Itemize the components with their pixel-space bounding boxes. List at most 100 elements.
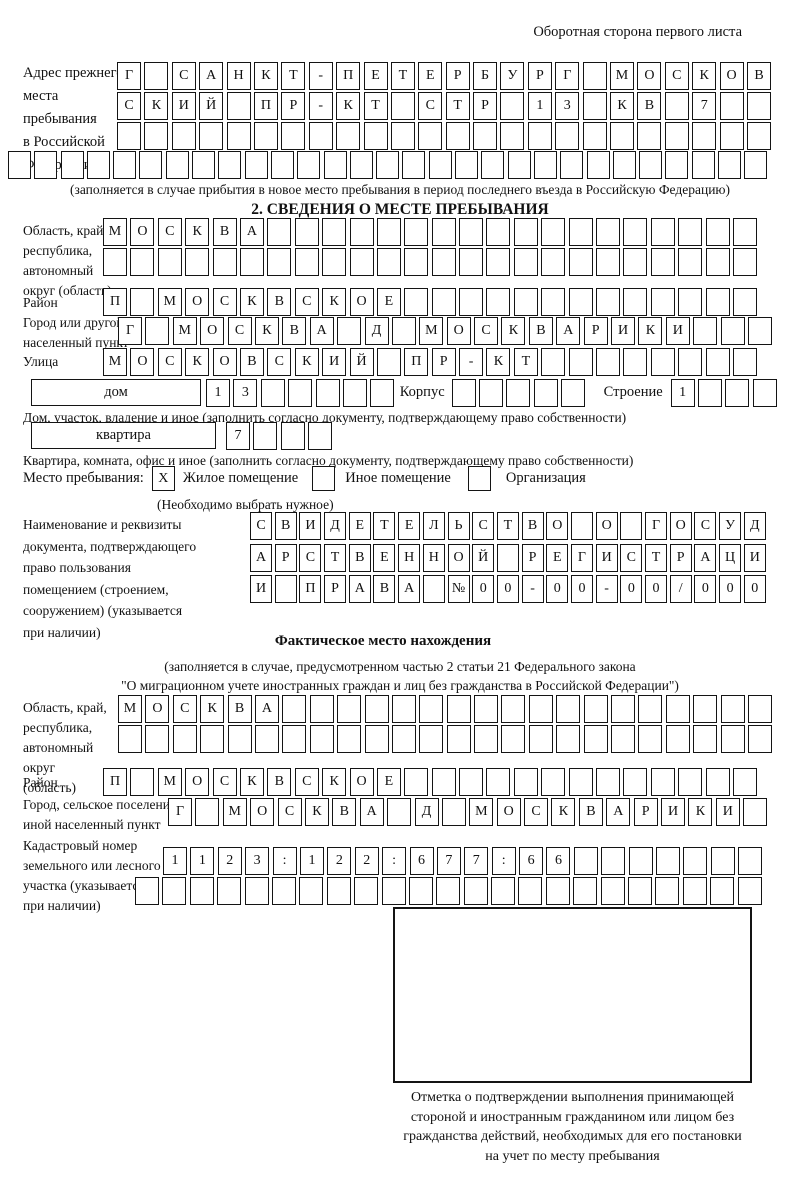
char-cell[interactable] bbox=[528, 695, 553, 723]
char-cell[interactable] bbox=[445, 122, 470, 151]
char-cell[interactable] bbox=[402, 151, 426, 179]
char-cell[interactable] bbox=[732, 288, 757, 316]
char-cell[interactable] bbox=[370, 379, 395, 407]
char-cell[interactable]: Г bbox=[570, 543, 593, 572]
char-cell[interactable]: О bbox=[185, 288, 210, 316]
char-cell[interactable] bbox=[650, 248, 675, 277]
char-cell[interactable]: - bbox=[521, 575, 544, 603]
char-cell[interactable] bbox=[628, 847, 653, 875]
char-cell[interactable] bbox=[691, 151, 715, 179]
char-cell[interactable]: Р bbox=[431, 348, 456, 376]
char-cell[interactable]: Е bbox=[376, 768, 401, 796]
char-cell[interactable] bbox=[541, 288, 566, 316]
char-cell[interactable]: М bbox=[419, 317, 444, 345]
char-cell[interactable] bbox=[282, 695, 307, 723]
char-cell[interactable] bbox=[253, 122, 278, 151]
char-cell[interactable]: П bbox=[253, 92, 278, 121]
char-cell[interactable]: С bbox=[472, 512, 495, 540]
char-cell[interactable]: В bbox=[332, 798, 357, 826]
char-cell[interactable]: М bbox=[222, 798, 247, 826]
char-cell[interactable]: П bbox=[299, 575, 322, 603]
char-cell[interactable] bbox=[309, 724, 334, 753]
char-cell[interactable]: Д bbox=[743, 512, 766, 540]
char-cell[interactable]: Т bbox=[373, 512, 396, 540]
char-cell[interactable]: А bbox=[309, 317, 334, 345]
char-cell[interactable]: И bbox=[661, 798, 686, 826]
char-cell[interactable]: П bbox=[103, 768, 127, 796]
char-cell[interactable] bbox=[507, 151, 531, 179]
char-cell[interactable] bbox=[665, 695, 690, 723]
char-cell[interactable] bbox=[390, 122, 415, 151]
char-cell[interactable]: М bbox=[157, 288, 182, 316]
char-cell[interactable]: Т bbox=[496, 512, 519, 540]
kvartira-box[interactable]: квартира bbox=[31, 422, 216, 449]
char-cell[interactable] bbox=[130, 288, 155, 316]
char-cell[interactable] bbox=[746, 92, 771, 121]
char-cell[interactable]: М bbox=[103, 218, 127, 246]
char-cell[interactable]: К bbox=[610, 92, 635, 121]
char-cell[interactable]: А bbox=[606, 798, 631, 826]
org-checkbox[interactable] bbox=[467, 466, 491, 491]
char-cell[interactable]: С bbox=[694, 512, 717, 540]
char-cell[interactable] bbox=[527, 122, 552, 151]
char-cell[interactable]: 3 bbox=[555, 92, 580, 121]
char-cell[interactable] bbox=[86, 151, 110, 179]
char-cell[interactable]: И bbox=[322, 348, 347, 376]
char-cell[interactable]: С bbox=[117, 92, 141, 121]
char-cell[interactable] bbox=[710, 877, 735, 905]
char-cell[interactable] bbox=[200, 724, 225, 753]
char-cell[interactable] bbox=[513, 288, 538, 316]
char-cell[interactable]: Е bbox=[398, 512, 421, 540]
char-cell[interactable] bbox=[718, 151, 742, 179]
char-cell[interactable] bbox=[486, 288, 511, 316]
char-cell[interactable]: 1 bbox=[190, 847, 215, 875]
char-cell[interactable] bbox=[103, 248, 127, 277]
char-cell[interactable] bbox=[556, 695, 581, 723]
char-cell[interactable]: 0 bbox=[496, 575, 519, 603]
char-cell[interactable]: К bbox=[254, 317, 279, 345]
char-cell[interactable]: 6 bbox=[409, 847, 434, 875]
char-cell[interactable] bbox=[381, 877, 406, 905]
char-cell[interactable]: С bbox=[212, 768, 237, 796]
char-cell[interactable]: Д bbox=[414, 798, 439, 826]
char-cell[interactable] bbox=[326, 877, 351, 905]
char-cell[interactable] bbox=[459, 768, 484, 796]
char-cell[interactable]: 0 bbox=[570, 575, 593, 603]
char-cell[interactable]: Е bbox=[546, 543, 569, 572]
char-cell[interactable] bbox=[747, 317, 772, 345]
char-cell[interactable] bbox=[481, 151, 505, 179]
char-cell[interactable] bbox=[682, 877, 707, 905]
char-cell[interactable] bbox=[500, 92, 525, 121]
char-cell[interactable] bbox=[217, 877, 242, 905]
char-cell[interactable] bbox=[732, 248, 757, 277]
char-cell[interactable]: С bbox=[418, 92, 443, 121]
char-cell[interactable]: Р bbox=[583, 317, 608, 345]
char-cell[interactable]: О bbox=[145, 695, 170, 723]
char-cell[interactable]: С bbox=[299, 543, 322, 572]
char-cell[interactable]: М bbox=[172, 317, 197, 345]
char-cell[interactable] bbox=[349, 218, 374, 246]
char-cell[interactable]: Л bbox=[422, 512, 445, 540]
char-cell[interactable] bbox=[226, 122, 251, 151]
char-cell[interactable]: Ц bbox=[719, 543, 742, 572]
char-cell[interactable]: Д bbox=[364, 317, 389, 345]
char-cell[interactable] bbox=[693, 695, 718, 723]
char-cell[interactable]: 0 bbox=[694, 575, 717, 603]
char-cell[interactable] bbox=[431, 288, 456, 316]
char-cell[interactable]: К bbox=[336, 92, 361, 121]
char-cell[interactable] bbox=[650, 288, 675, 316]
char-cell[interactable]: 3 bbox=[245, 847, 270, 875]
char-cell[interactable]: Р bbox=[669, 543, 692, 572]
char-cell[interactable] bbox=[600, 877, 625, 905]
char-cell[interactable]: У bbox=[719, 512, 742, 540]
char-cell[interactable]: О bbox=[212, 348, 237, 376]
char-cell[interactable]: К bbox=[239, 288, 264, 316]
char-cell[interactable]: И bbox=[743, 543, 766, 572]
char-cell[interactable] bbox=[678, 248, 703, 277]
char-cell[interactable]: 7 bbox=[436, 847, 461, 875]
char-cell[interactable]: Е bbox=[418, 62, 443, 90]
char-cell[interactable] bbox=[545, 877, 570, 905]
char-cell[interactable]: К bbox=[144, 92, 169, 121]
char-cell[interactable] bbox=[664, 122, 689, 151]
char-cell[interactable]: : bbox=[382, 847, 407, 875]
